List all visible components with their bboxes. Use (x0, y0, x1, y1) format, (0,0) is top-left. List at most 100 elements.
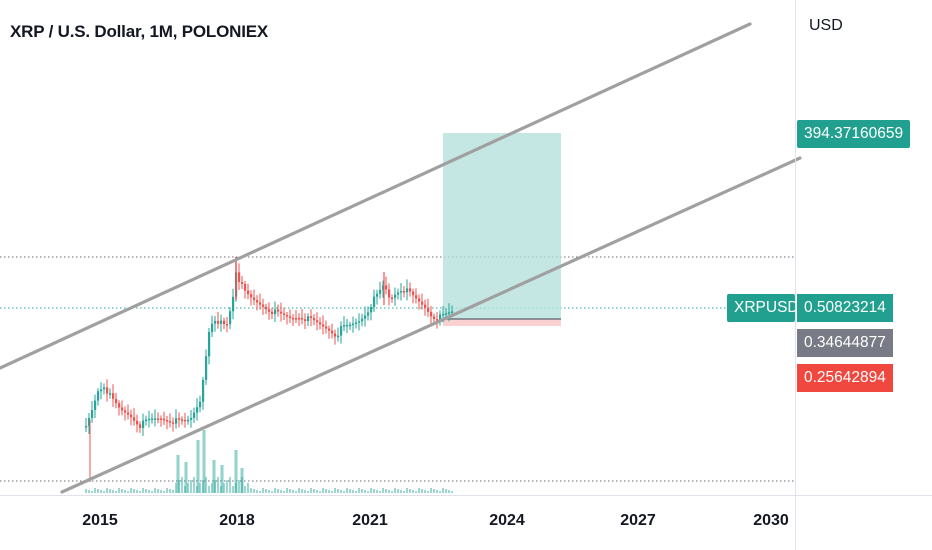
candle-body (400, 291, 403, 293)
volume-bar (370, 488, 372, 493)
volume-bar (295, 491, 297, 493)
candle-body (307, 316, 310, 321)
candle-body (184, 419, 187, 422)
volume-bar (367, 491, 369, 493)
candle-body (106, 387, 109, 394)
candle-body (103, 387, 106, 390)
candle-body (199, 401, 202, 408)
symbol-tag: XRPUSD (727, 294, 799, 322)
candle-body (109, 393, 112, 395)
x-tick-label: 2018 (219, 512, 255, 529)
volume-bar (202, 430, 206, 493)
candle-body (289, 316, 292, 318)
volume-bar (451, 491, 453, 493)
volume-bar (304, 490, 306, 493)
candle-body (241, 282, 244, 284)
candle-body (145, 419, 148, 422)
candle-body (172, 422, 175, 424)
candle-body (295, 318, 298, 320)
volume-bar (109, 489, 111, 493)
candle-body (142, 420, 145, 428)
volume-bar (379, 491, 381, 493)
volume-bar (418, 488, 420, 493)
volume-bar (433, 489, 435, 493)
candle-body (433, 316, 436, 320)
volume-bar (430, 488, 432, 493)
chart-title: XRP / U.S. Dollar, 1M, POLONIEX (10, 22, 268, 41)
candle-body (196, 407, 199, 413)
volume-bar (169, 489, 171, 493)
candle-body (139, 424, 142, 428)
volume-bar (253, 489, 255, 493)
volume-bar (100, 490, 102, 493)
candle-body (214, 320, 217, 324)
candle-body (283, 313, 286, 315)
volume-bar (205, 477, 207, 493)
candle-body (112, 393, 115, 399)
volume-bar (193, 477, 195, 493)
candle-body (220, 320, 223, 324)
candle-body (451, 311, 454, 313)
candle-body (418, 298, 421, 302)
volume-bar (289, 489, 291, 493)
candle-body (100, 389, 103, 392)
volume-bar (157, 489, 159, 493)
trend-channel[interactable] (0, 22, 802, 494)
candle-body (280, 311, 283, 314)
candle-body (331, 330, 334, 334)
volume-bar (160, 490, 162, 493)
candle-body (274, 309, 277, 314)
candle-body (445, 313, 448, 315)
volume-bar (274, 488, 276, 493)
candle-body (250, 294, 253, 298)
position-zones (443, 133, 561, 326)
candle-body (208, 332, 211, 357)
volume-bar (85, 489, 87, 493)
volume-bar (349, 489, 351, 493)
candle-body (256, 300, 259, 303)
candle-body (181, 419, 184, 421)
volume-bar (334, 488, 336, 493)
volume-bar (442, 488, 444, 493)
volume-bar (148, 490, 150, 493)
volume-bar (331, 491, 333, 493)
volume-bar (220, 465, 224, 493)
volume-bar (337, 489, 339, 493)
volume-bar (325, 489, 327, 493)
candle-body (127, 412, 130, 415)
volume-bar (322, 488, 324, 493)
x-tick-label: 2015 (82, 512, 118, 529)
candle-body (448, 312, 451, 314)
candle-body (157, 418, 160, 420)
profit-zone (443, 133, 561, 319)
last-price-tag: 0.50823214 (797, 294, 893, 322)
volume-bar (328, 490, 330, 493)
candle-body (202, 379, 205, 402)
volume-bar (88, 490, 90, 493)
volume-bar (364, 490, 366, 493)
volume-bar (199, 483, 201, 493)
volume-bar (166, 488, 168, 493)
candle-body (259, 302, 262, 305)
candle-body (370, 307, 373, 313)
volume-bar (412, 490, 414, 493)
volume-bar (226, 480, 228, 493)
candle-body (313, 318, 316, 321)
volume-bar (373, 489, 375, 493)
candle-body (211, 323, 214, 332)
volume-bar (112, 490, 114, 493)
candle-body (343, 325, 346, 327)
candle-body (193, 412, 196, 418)
volume-bar (316, 490, 318, 493)
volume-bar (234, 450, 238, 493)
volume-bar (259, 491, 261, 493)
stop-price-tag: 0.25642894 (797, 364, 893, 392)
entry-price-tag: 0.34644877 (797, 329, 893, 357)
volume-bar (133, 489, 135, 493)
volume-bar (256, 490, 258, 493)
volume-bar (358, 488, 360, 493)
volume-bar (103, 491, 105, 493)
volume-bar (400, 490, 402, 493)
volume-bar (127, 491, 129, 493)
